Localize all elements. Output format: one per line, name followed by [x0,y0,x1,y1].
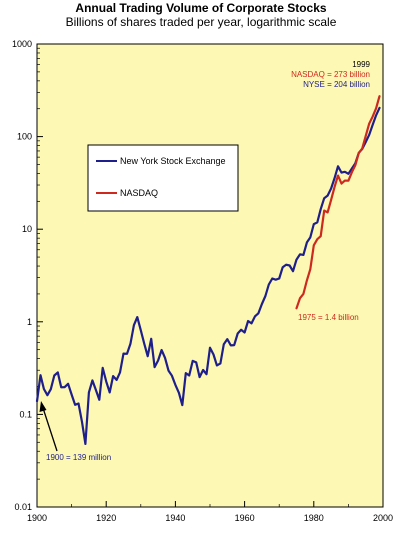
legend-box [87,144,239,212]
legend-label-nasdaq: NASDAQ [120,188,158,198]
plot-area [36,43,384,508]
annotation-1999: 1999 [352,60,370,69]
legend-label-nyse: New York Stock Exchange [120,156,226,166]
y-tick-label: 0.1 [19,409,32,419]
x-tick-label: 1920 [96,513,116,523]
annotation-nasdaq-1999: NASDAQ = 273 billion [291,70,370,79]
x-tick-label: 1960 [235,513,255,523]
y-tick-label: 10 [22,224,32,234]
annotation-arrowhead [39,401,47,412]
x-tick-label: 1940 [165,513,185,523]
y-tick-label: 1000 [12,39,32,49]
x-tick-label: 1900 [27,513,47,523]
chart-subtitle: Billions of shares traded per year, loga… [65,15,337,29]
annotation-nyse-1900: 1900 = 139 million [46,453,111,462]
nasdaq-series-line [295,95,381,310]
x-tick-label: 1980 [304,513,324,523]
annotation-nasdaq-1975: 1975 = 1.4 billion [298,313,359,322]
y-tick-label: 100 [17,132,32,142]
y-tick-label: 1 [27,317,32,327]
x-tick-label: 2000 [373,513,393,523]
annotation-nyse-1999: NYSE = 204 billion [303,80,370,89]
y-tick-label: 0.01 [14,502,32,512]
nyse-series-line [35,106,381,445]
chart-title: Annual Trading Volume of Corporate Stock… [75,1,327,15]
annotation-arrow [42,407,58,452]
